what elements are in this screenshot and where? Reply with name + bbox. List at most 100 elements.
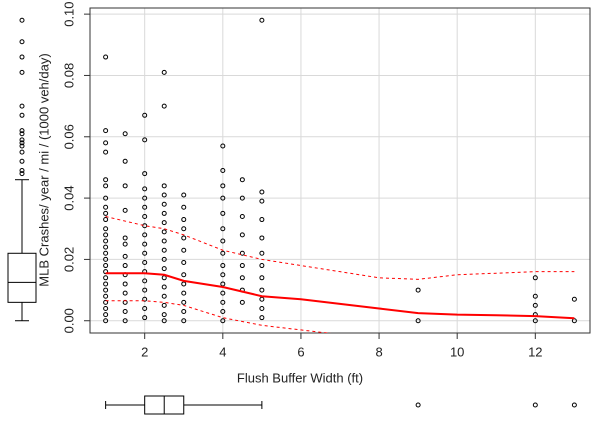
point: [161, 229, 167, 235]
point: [181, 299, 187, 305]
point: [103, 244, 109, 250]
point: [220, 143, 226, 149]
point: [239, 195, 245, 201]
point: [161, 247, 167, 253]
outlier: [571, 402, 577, 408]
point: [259, 235, 265, 241]
plot-frame: [89, 7, 591, 334]
outlier: [19, 171, 25, 177]
point: [142, 171, 148, 177]
outlier: [19, 149, 25, 155]
point: [103, 149, 109, 155]
point: [103, 54, 109, 60]
fit-line: [105, 272, 575, 320]
point: [220, 290, 226, 296]
point: [103, 177, 109, 183]
point: [142, 287, 148, 293]
point: [239, 177, 245, 183]
point: [122, 235, 128, 241]
box: [7, 252, 37, 303]
point: [142, 296, 148, 302]
point: [103, 183, 109, 189]
point: [122, 241, 128, 247]
point: [259, 315, 265, 321]
point: [161, 318, 167, 324]
outlier: [19, 131, 25, 137]
y-tick-label: 0.04: [61, 185, 76, 210]
point: [142, 195, 148, 201]
point: [220, 281, 226, 287]
point: [142, 232, 148, 238]
point: [181, 309, 187, 315]
point: [220, 238, 226, 244]
point: [142, 315, 148, 321]
point: [571, 318, 577, 324]
outlier: [19, 158, 25, 164]
point: [220, 195, 226, 201]
outlier: [19, 168, 25, 173]
point: [103, 140, 109, 146]
point: [415, 318, 421, 324]
y-tick-label: 0.06: [61, 124, 76, 149]
point: [161, 266, 167, 272]
y-tick-label: 0.02: [61, 247, 76, 272]
y-tick-label: 0.08: [61, 63, 76, 88]
point: [161, 103, 167, 109]
y-tick-label: 0.10: [61, 1, 76, 26]
point: [142, 213, 148, 219]
point: [161, 183, 167, 189]
point: [181, 204, 187, 210]
outlier: [532, 402, 538, 408]
point: [259, 189, 265, 195]
point: [161, 284, 167, 290]
point: [161, 192, 167, 198]
point: [259, 287, 265, 293]
point: [239, 232, 245, 238]
point: [220, 272, 226, 278]
point: [161, 201, 167, 207]
point: [161, 220, 167, 226]
point: [259, 263, 265, 269]
point: [239, 213, 245, 219]
point: [181, 192, 187, 198]
point: [142, 259, 148, 265]
point: [161, 275, 167, 281]
point: [532, 302, 538, 308]
point: [239, 299, 245, 305]
point: [142, 186, 148, 192]
point: [142, 305, 148, 311]
point: [220, 183, 226, 189]
point: [532, 318, 538, 324]
point: [161, 210, 167, 216]
outlier: [19, 112, 25, 118]
point: [571, 296, 577, 302]
point: [220, 226, 226, 232]
confidence-band: [105, 216, 575, 280]
point: [220, 168, 226, 173]
x-tick-label: 6: [297, 344, 304, 359]
point: [161, 302, 167, 308]
point: [103, 275, 109, 281]
point: [259, 250, 265, 256]
point: [103, 281, 109, 287]
point: [239, 275, 245, 281]
point: [532, 293, 538, 299]
point: [181, 226, 187, 232]
point: [103, 232, 109, 238]
x-tick-label: 2: [141, 344, 148, 359]
point: [181, 217, 187, 223]
outlier: [415, 402, 421, 408]
x-tick-label: 10: [450, 344, 464, 359]
point: [142, 204, 148, 210]
point: [103, 128, 109, 134]
point: [103, 263, 109, 269]
point: [532, 275, 538, 281]
point: [220, 318, 226, 324]
point: [142, 250, 148, 256]
point: [259, 217, 265, 223]
point: [181, 290, 187, 296]
point: [142, 241, 148, 247]
point: [122, 183, 128, 189]
y-tick-label: 0.00: [61, 308, 76, 333]
point: [142, 112, 148, 118]
